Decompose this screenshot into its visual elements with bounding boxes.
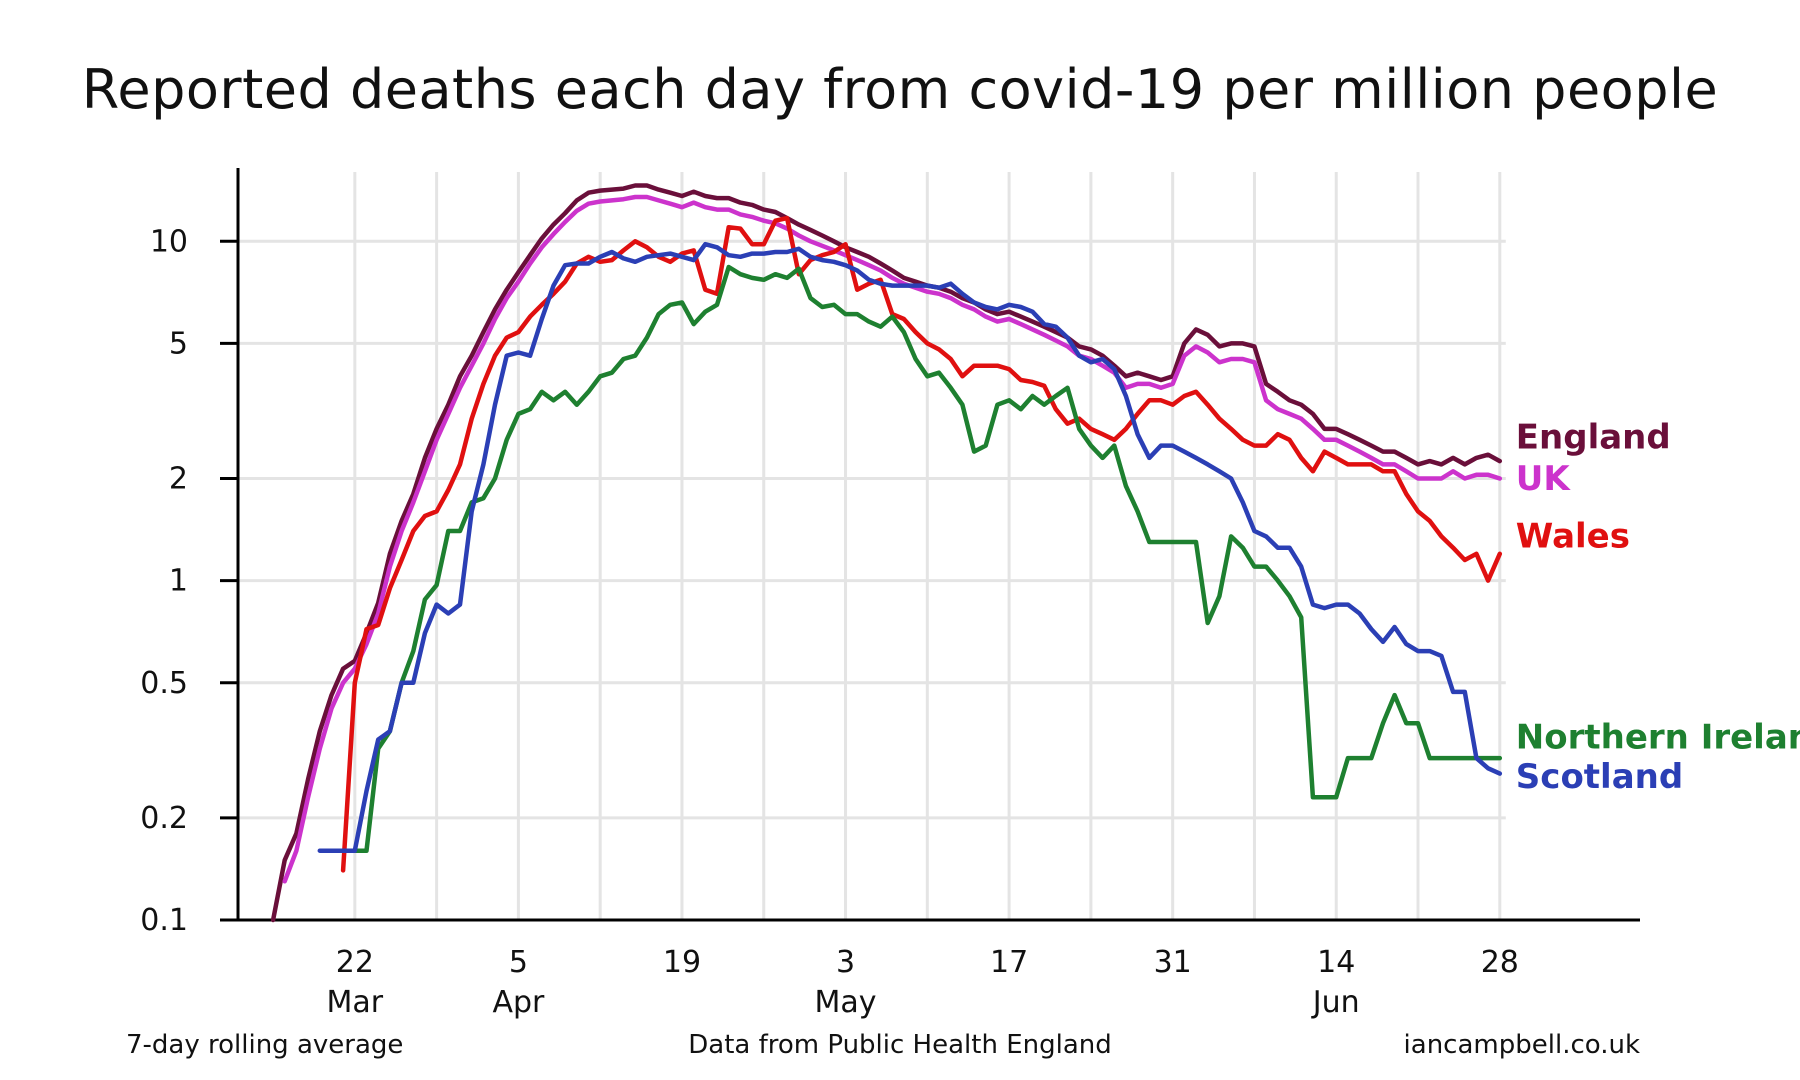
footer-note-rolling-average: 7-day rolling average: [126, 1030, 404, 1060]
x-tick-label: 28: [1481, 945, 1519, 980]
y-tick-label: 5: [169, 326, 188, 361]
chart-title: Reported deaths each day from covid-19 p…: [81, 58, 1719, 121]
series-label-scotland: Scotland: [1516, 757, 1683, 797]
x-tick-label: 19: [663, 945, 701, 980]
y-tick-label: 0.2: [140, 801, 188, 836]
series-line-wales: [340, 215, 1503, 873]
series-label-england: England: [1516, 418, 1671, 458]
x-tick-label: 14: [1317, 945, 1355, 980]
x-tick-month-label: Mar: [327, 985, 384, 1020]
series-label-wales: Wales: [1516, 517, 1630, 557]
x-tick-month-label: Apr: [492, 985, 545, 1020]
footer-website: iancampbell.co.uk: [1403, 1030, 1640, 1060]
series-label-uk: UK: [1516, 459, 1572, 499]
x-tick-label: 31: [1154, 945, 1192, 980]
series-label-northern-ireland: Northern Ireland: [1516, 718, 1800, 758]
series-line-england: [270, 183, 1503, 923]
series-line-scotland: [317, 241, 1503, 853]
y-tick-label: 0.5: [140, 666, 188, 701]
x-tick-month-label: May: [815, 985, 877, 1020]
y-tick-label: 0.1: [140, 903, 188, 938]
x-tick-label: 5: [509, 945, 528, 980]
y-tick-label: 2: [169, 461, 188, 496]
x-tick-month-label: Jun: [1311, 985, 1360, 1020]
series-line-northern-ireland: [340, 264, 1503, 853]
footer-data-source: Data from Public Health England: [688, 1030, 1112, 1060]
y-tick-label: 10: [150, 224, 188, 259]
x-tick-label: 22: [336, 945, 374, 980]
x-tick-label: 17: [990, 945, 1028, 980]
y-tick-label: 1: [169, 564, 188, 599]
series-line-uk: [282, 194, 1503, 884]
x-tick-label: 3: [836, 945, 855, 980]
